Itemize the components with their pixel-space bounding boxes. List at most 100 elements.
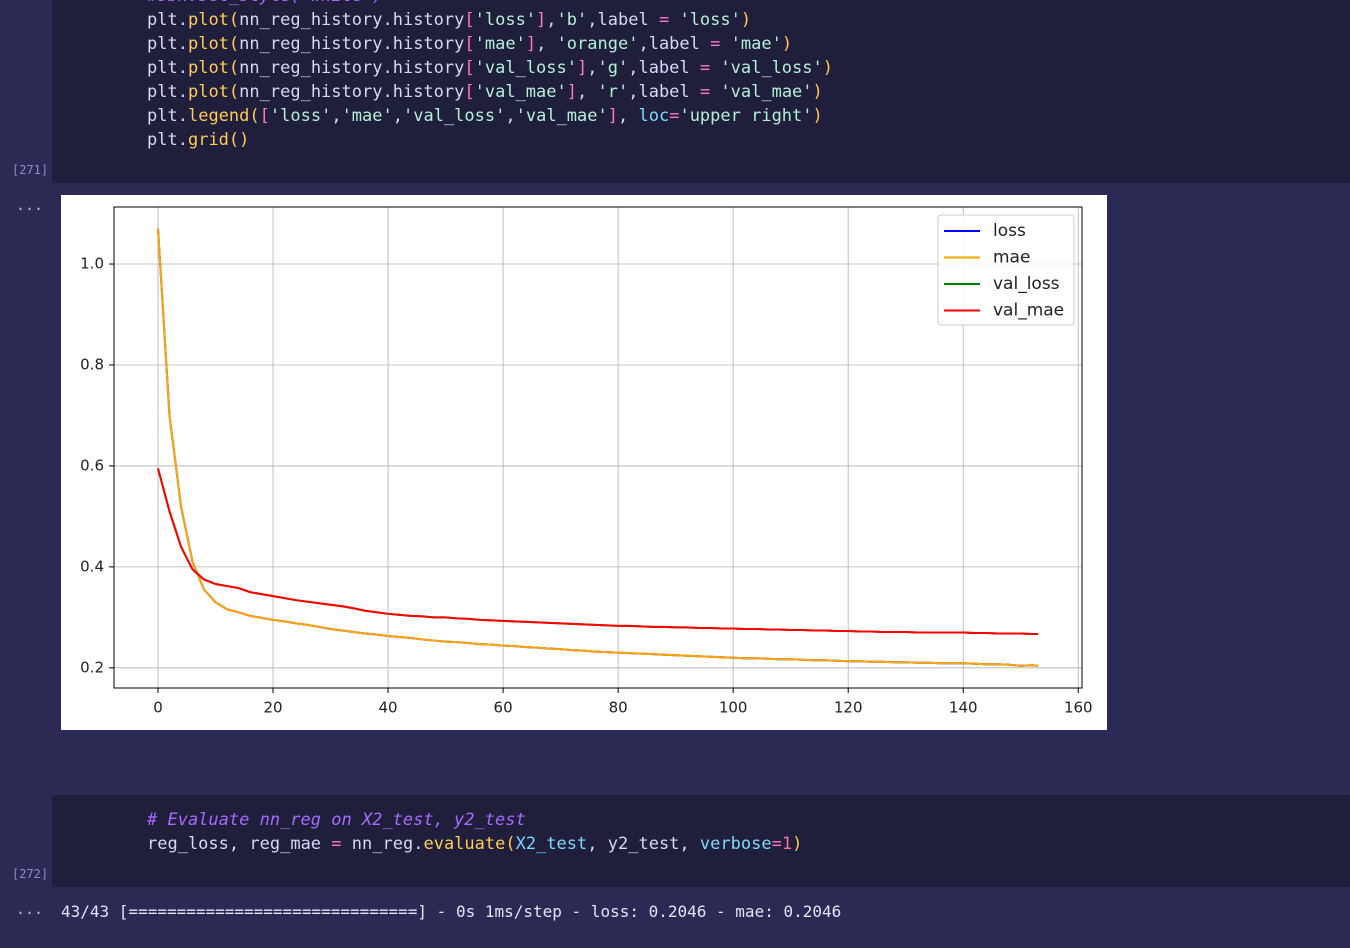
- output-prompt[interactable]: ...: [16, 900, 44, 918]
- code-token: (: [228, 130, 240, 150]
- code-token: .: [413, 834, 424, 854]
- code-token: =: [699, 58, 711, 78]
- execution-count: [272]: [12, 867, 49, 881]
- code-token: 'loss': [679, 10, 741, 30]
- code-token: ): [822, 58, 833, 78]
- y-tick-label: 0.6: [80, 456, 104, 474]
- code-token: .: [177, 34, 188, 54]
- code-token: ): [239, 130, 250, 150]
- code-line: # Evaluate nn_reg on X2_test, y2_test: [147, 808, 526, 832]
- code-token: nn_reg_history: [239, 10, 383, 30]
- code-line: plt.plot(nn_reg_history.history['val_mae…: [147, 80, 823, 104]
- legend-label: val_loss: [993, 274, 1060, 294]
- code-token: evaluate: [423, 834, 506, 854]
- code-token: 'upper right': [679, 106, 813, 126]
- x-tick-label: 0: [153, 699, 163, 717]
- code-token: [628, 106, 638, 126]
- y-tick-label: 1.0: [80, 255, 104, 273]
- cell-output: 43/43 [==============================] -…: [61, 902, 842, 921]
- code-token: plt: [147, 106, 178, 126]
- code-token: ]: [576, 58, 588, 78]
- code-token: plt: [147, 130, 178, 150]
- x-tick-label: 80: [609, 699, 628, 717]
- code-token: =: [331, 834, 342, 854]
- code-token: plt: [147, 34, 178, 54]
- code-token: .: [382, 58, 393, 78]
- code-token: ,: [587, 58, 598, 78]
- code-token: .: [177, 106, 188, 126]
- output-prompt[interactable]: ...: [16, 196, 44, 214]
- code-token: [: [464, 58, 475, 78]
- code-token: history: [392, 82, 465, 102]
- code-token: [587, 82, 597, 102]
- code-token: verbose: [699, 834, 772, 854]
- code-cell[interactable]: #sbn.set_style('white') plt.plot(nn_reg_…: [52, 0, 1350, 183]
- code-token: label: [638, 58, 690, 78]
- code-token: (: [249, 106, 260, 126]
- code-token: =: [771, 834, 782, 854]
- code-token: plt: [147, 82, 178, 102]
- line-series: [157, 468, 1038, 635]
- code-token: [690, 82, 700, 102]
- code-token: grid: [187, 130, 229, 150]
- code-token: ,: [536, 34, 547, 54]
- code-token: [239, 834, 249, 854]
- code-line: plt.plot(nn_reg_history.history['mae'], …: [147, 32, 792, 56]
- code-token: y2_test: [607, 834, 680, 854]
- axes-frame: [113, 206, 1083, 689]
- chart: 0 20 40 60 80 100 120 140 160 0.2 0.4 0.6 0.8 1.0 loss…: [61, 195, 1107, 730]
- code-token: X2_test: [515, 834, 588, 854]
- code-token: nn_reg_history: [239, 58, 383, 78]
- code-token: ,: [546, 10, 557, 30]
- x-tick-label: 40: [379, 699, 398, 717]
- code-line: plt.plot(nn_reg_history.history['loss'],…: [147, 8, 751, 32]
- y-tick-label: 0.2: [80, 658, 104, 676]
- code-token: [649, 10, 659, 30]
- code-token: =: [699, 82, 711, 102]
- x-tick-label: 140: [949, 699, 978, 717]
- x-tick-label: 160: [1064, 699, 1093, 717]
- code-token: plot: [187, 10, 229, 30]
- code-token: (: [505, 834, 516, 854]
- code-token: ,: [228, 834, 240, 854]
- code-token: (: [228, 58, 240, 78]
- code-token: 'val_loss': [720, 58, 823, 78]
- code-token: .: [382, 34, 393, 54]
- code-token: (: [228, 34, 240, 54]
- code-token: history: [392, 58, 465, 78]
- code-cell[interactable]: # Evaluate nn_reg on X2_test, y2_test re…: [52, 795, 1350, 887]
- code-token: nn_reg_history: [239, 82, 383, 102]
- y-tick-label: 0.8: [80, 355, 104, 373]
- code-token: ): [812, 82, 823, 102]
- code-token: plt: [147, 58, 178, 78]
- code-token: [598, 834, 608, 854]
- code-token: ,: [628, 58, 639, 78]
- code-token: 'mae': [341, 106, 393, 126]
- code-token: reg_mae: [249, 834, 322, 854]
- code-token: ,: [679, 834, 690, 854]
- code-token: plt: [147, 10, 178, 30]
- code-token: =: [658, 10, 670, 30]
- code-token: ,: [587, 834, 598, 854]
- code-token: label: [648, 34, 700, 54]
- code-token: ,: [617, 106, 629, 126]
- legend-label: mae: [993, 248, 1030, 268]
- code-token: [321, 834, 331, 854]
- code-token: 'mae': [730, 34, 782, 54]
- code-line: reg_loss, reg_mae = nn_reg.evaluate(X2_t…: [147, 832, 802, 856]
- code-token: ,: [505, 106, 516, 126]
- code-token: plot: [187, 82, 229, 102]
- code-token: label: [597, 10, 649, 30]
- code-token: [690, 834, 700, 854]
- x-tick-label: 20: [263, 699, 282, 717]
- code-token: ,: [577, 82, 588, 102]
- code-token: plot: [187, 58, 229, 78]
- code-token: 'val_loss': [474, 58, 577, 78]
- code-token: ]: [607, 106, 618, 126]
- code-token: nn_reg: [351, 834, 414, 854]
- code-token: #sbn.set_style('white'): [147, 0, 382, 6]
- code-token: [669, 10, 679, 30]
- code-token: ): [781, 34, 793, 54]
- code-token: (: [228, 10, 240, 30]
